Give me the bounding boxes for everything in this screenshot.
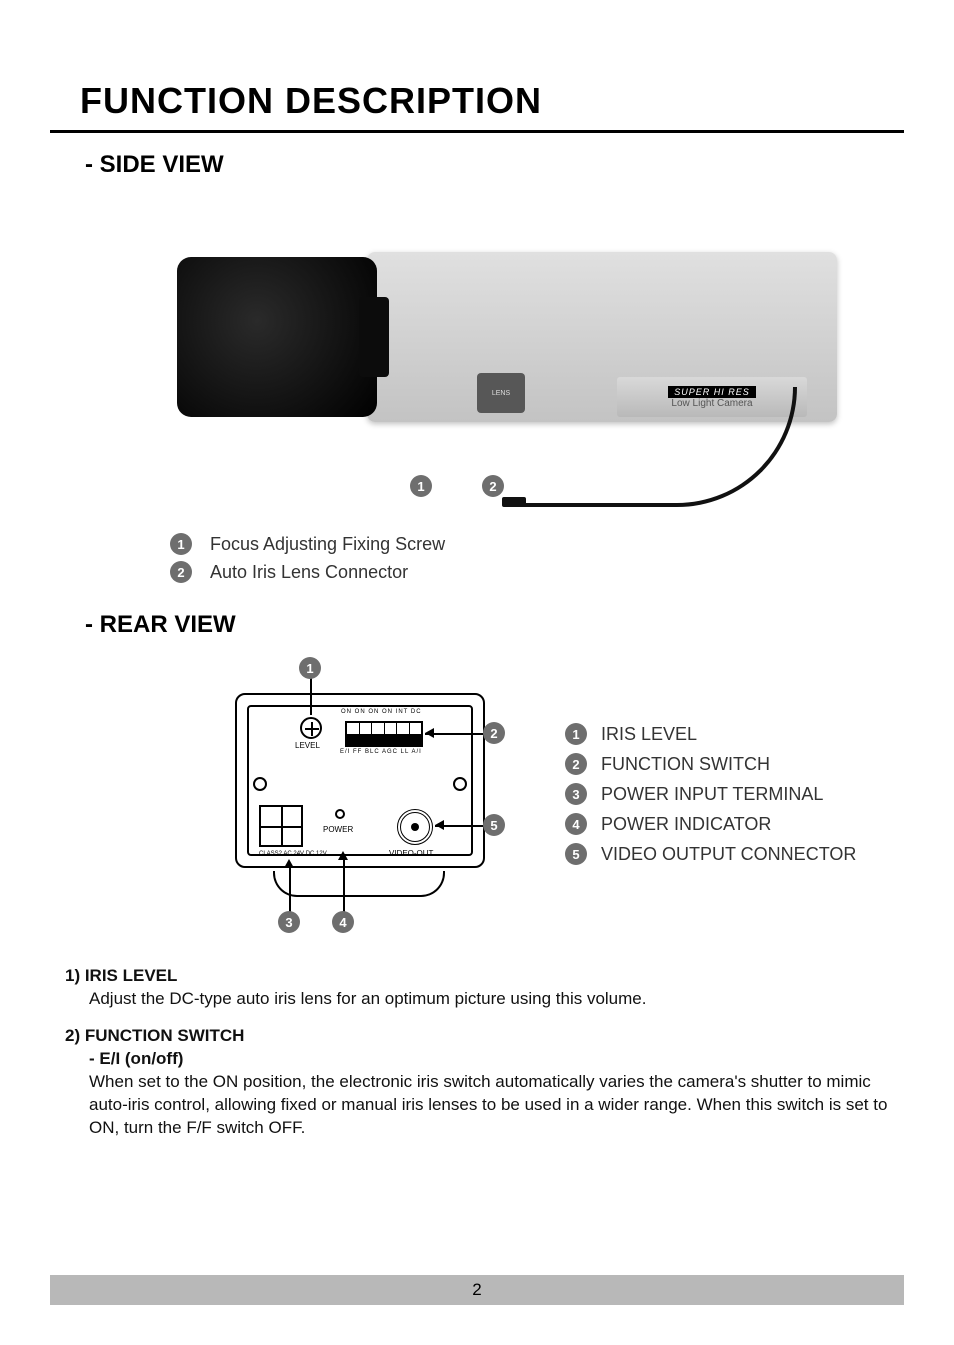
iris-level-label: LEVEL [295,741,320,750]
arrow-icon [435,820,444,830]
power-class-label: CLASS2 AC 24V DC 12V [259,851,327,857]
iris-level-knob-icon [300,717,322,739]
rear-callout-1-badge: 1 [299,657,321,679]
rear-legend-label-3: POWER INPUT TERMINAL [601,784,823,805]
arrow-icon [425,728,434,738]
page-footer: 2 [50,1275,904,1305]
rear-legend-badge-2: 2 [565,753,587,775]
rear-legend-label-5: VIDEO OUTPUT CONNECTOR [601,844,856,865]
side-legend-badge-1: 1 [170,533,192,555]
leader-line [289,865,291,913]
desc1-heading: 1) IRIS LEVEL [65,965,889,988]
page-title: FUNCTION DESCRIPTION [80,80,904,122]
stand-bracket [273,871,445,897]
side-view-legend: 1 Focus Adjusting Fixing Screw 2 Auto Ir… [170,533,904,583]
side-callout-2-badge: 2 [482,475,504,497]
side-callout-1-badge: 1 [410,475,432,497]
desc2-heading: 2) FUNCTION SWITCH [65,1025,889,1048]
desc1-body: Adjust the DC-type auto iris lens for an… [89,988,889,1011]
rear-legend-label-4: POWER INDICATOR [601,814,771,835]
dip-bottom-labels: E/I FF BLC AGC LL A/I [340,749,422,755]
rear-view-legend: 1 IRIS LEVEL 2 FUNCTION SWITCH 3 POWER I… [565,723,856,865]
rear-view-heading: - REAR VIEW [85,611,904,639]
side-legend-label-1: Focus Adjusting Fixing Screw [210,534,445,555]
rear-legend-row-1: 1 IRIS LEVEL [565,723,856,745]
side-legend-label-2: Auto Iris Lens Connector [210,562,408,583]
rear-callout-4-badge: 4 [332,911,354,933]
iris-cable [517,387,797,507]
rear-legend-badge-1: 1 [565,723,587,745]
arrow-icon [338,851,348,860]
side-legend-row-1: 1 Focus Adjusting Fixing Screw [170,533,904,555]
desc2-sub: - E/I (on/off) [89,1049,183,1068]
video-out-label: VIDEO-OUT [389,849,433,858]
title-rule [50,130,904,133]
rear-view-diagram: LEVEL ON ON ON ON INT DC E/I FF BLC AGC … [225,659,495,929]
rear-legend-badge-5: 5 [565,843,587,865]
power-label: POWER [323,825,353,834]
rear-legend-row-3: 3 POWER INPUT TERMINAL [565,783,856,805]
rear-legend-badge-4: 4 [565,813,587,835]
dip-top-labels: ON ON ON ON INT DC [341,709,422,715]
screw-icon [253,777,267,791]
page-number: 2 [472,1280,481,1300]
rear-callout-5-badge: 5 [483,814,505,836]
side-view-figure: SUPER HI RES Low Light Camera LENS 1 2 [107,197,847,497]
iris-cable-plug [502,497,526,507]
rear-legend-label-2: FUNCTION SWITCH [601,754,770,775]
power-terminal-icon [259,805,303,847]
descriptions: 1) IRIS LEVEL Adjust the DC-type auto ir… [50,965,904,1140]
dip-switch-icon [345,721,423,747]
rear-legend-row-5: 5 VIDEO OUTPUT CONNECTOR [565,843,856,865]
video-out-bnc-icon [397,809,433,845]
leader-line [343,857,345,913]
rear-legend-badge-3: 3 [565,783,587,805]
rear-legend-label-1: IRIS LEVEL [601,724,697,745]
camera-lens [177,257,377,417]
rear-callout-2-badge: 2 [483,722,505,744]
desc2-body: When set to the ON position, the electro… [89,1072,887,1137]
power-led-icon [335,809,345,819]
side-legend-row-2: 2 Auto Iris Lens Connector [170,561,904,583]
rear-callout-3-badge: 3 [278,911,300,933]
screw-icon [453,777,467,791]
arrow-icon [284,859,294,868]
side-legend-badge-2: 2 [170,561,192,583]
rear-legend-row-2: 2 FUNCTION SWITCH [565,753,856,775]
side-view-heading: - SIDE VIEW [85,151,904,179]
rear-legend-row-4: 4 POWER INDICATOR [565,813,856,835]
